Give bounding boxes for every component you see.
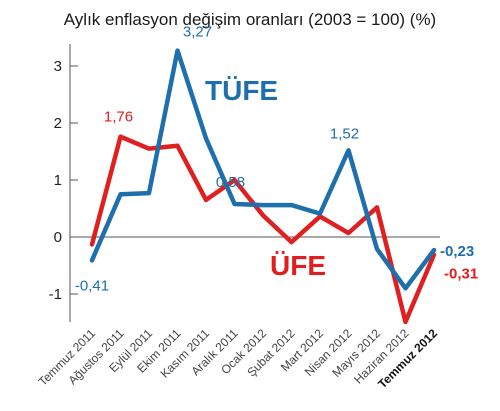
y-tick-label: -1 [49, 286, 62, 303]
chart-axes [69, 44, 440, 322]
y-tick-label: 0 [54, 229, 62, 246]
chart-title: Aylık enflasyon değişim oranları (2003 =… [63, 10, 437, 29]
series-lines [89, 48, 437, 325]
series-line-ufe [89, 134, 437, 325]
y-tick-label: 1 [54, 172, 62, 189]
y-tick-label: 2 [54, 115, 62, 132]
data-labels: -0,41 3,27 0,58 1,52 -0,23 1,76 -0,31 [75, 24, 478, 295]
data-label: -0,41 [75, 277, 109, 294]
data-label: 3,27 [183, 24, 212, 41]
series-titles: TÜFE ÜFE [205, 75, 326, 281]
data-label: -0,31 [444, 266, 478, 283]
data-label: 1,76 [104, 109, 133, 126]
data-label: -0,23 [440, 243, 474, 260]
series-title-tufe: TÜFE [205, 75, 278, 106]
y-tick-label: 3 [54, 58, 62, 75]
series-title-ufe: ÜFE [270, 250, 326, 281]
series-line-tufe [89, 48, 437, 291]
y-axis-ticks: 3 2 1 0 -1 [49, 58, 78, 303]
data-label: 0,58 [216, 174, 245, 191]
data-label: 1,52 [330, 125, 359, 142]
